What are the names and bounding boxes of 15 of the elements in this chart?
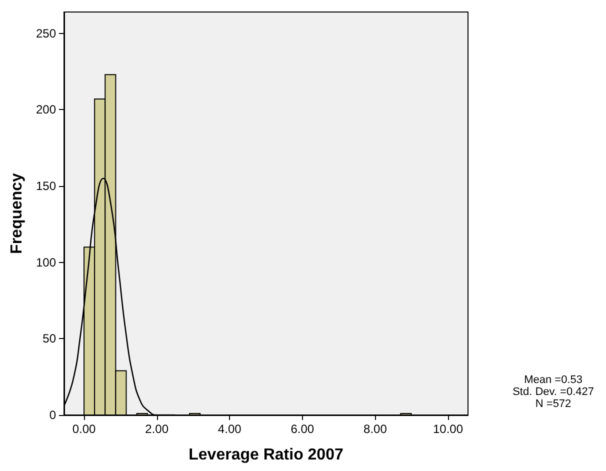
x-tick-label: 6.00: [290, 422, 314, 436]
x-axis-title: Leverage Ratio 2007: [188, 446, 344, 464]
x-tick-label: 2.00: [145, 422, 169, 436]
x-tick-label: 8.00: [364, 422, 388, 436]
y-tick-label: 50: [42, 332, 56, 346]
y-tick-label: 100: [36, 255, 56, 270]
y-tick-label: 150: [36, 179, 56, 194]
y-tick-label: 0: [49, 408, 56, 422]
text: Mean =0.53 Std. Dev. =0.427 N =572: [512, 374, 594, 410]
y-tick-label: 250: [36, 26, 56, 40]
x-tick-label: 4.00: [218, 422, 242, 436]
y-tick-label: 200: [36, 102, 56, 117]
y-axis-title: Frequency: [8, 172, 26, 254]
x-tick-label: 10.00: [432, 422, 464, 436]
x-tick-label: 0.00: [72, 422, 96, 436]
